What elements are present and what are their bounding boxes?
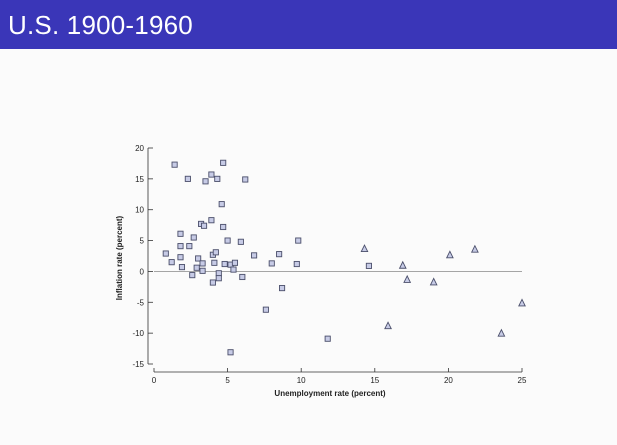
x-tick-label: 25 xyxy=(518,376,527,385)
y-tick-label: 20 xyxy=(135,144,144,153)
data-point-square xyxy=(237,238,244,245)
data-point-square xyxy=(239,273,246,281)
y-tick-label: 0 xyxy=(140,267,145,276)
y-tick-label: 5 xyxy=(140,237,145,246)
data-point-square xyxy=(199,267,206,274)
x-tick-label: 20 xyxy=(444,376,453,385)
data-point-square xyxy=(365,262,372,269)
data-point-square xyxy=(279,285,286,292)
data-point-triangle xyxy=(398,260,407,269)
data-point-square xyxy=(209,279,216,286)
y-tick-label: 15 xyxy=(135,175,144,184)
data-point-triangle xyxy=(429,277,438,286)
data-point-square xyxy=(178,264,186,271)
data-point-square xyxy=(202,178,209,185)
marks-layer xyxy=(162,159,526,356)
data-point-square xyxy=(184,175,191,182)
data-point-square xyxy=(177,254,184,261)
data-point-square xyxy=(171,161,178,168)
data-point-triangle xyxy=(497,328,506,337)
data-point-triangle xyxy=(445,250,454,259)
x-tick-label: 0 xyxy=(152,376,157,385)
data-point-square xyxy=(211,259,218,266)
x-tick-label: 5 xyxy=(225,376,230,385)
data-point-square xyxy=(227,349,234,356)
data-point-triangle xyxy=(384,321,392,330)
data-point-square xyxy=(208,171,215,178)
data-point-square xyxy=(162,250,169,257)
data-point-square xyxy=(293,260,300,268)
data-point-square xyxy=(177,230,184,237)
x-tick-label: 15 xyxy=(370,376,379,385)
data-point-square xyxy=(208,217,215,224)
slide-title: U.S. 1900-1960 xyxy=(8,10,193,40)
data-point-square xyxy=(200,222,208,229)
data-point-square xyxy=(215,270,222,277)
data-point-square xyxy=(190,234,197,241)
data-point-square xyxy=(224,237,231,244)
data-point-square xyxy=(276,251,283,258)
y-tick-label: -5 xyxy=(137,298,145,307)
y-axis-title: Inflation rate (percent) xyxy=(115,215,124,300)
y-tick-label: -10 xyxy=(132,329,144,338)
data-point-square xyxy=(168,259,175,266)
axes-layer: 20 15 10 5 0 -5 -10 -15 0 5 10 15 20 25 xyxy=(132,144,527,385)
data-point-triangle xyxy=(403,274,412,283)
title-bar: U.S. 1900-1960 xyxy=(0,0,617,49)
data-point-square xyxy=(220,223,227,231)
x-axis-title: Unemployment rate (percent) xyxy=(274,389,385,398)
data-point-triangle xyxy=(518,298,526,307)
data-point-square xyxy=(221,260,228,268)
data-point-square xyxy=(324,335,331,342)
data-point-square xyxy=(212,249,219,256)
data-point-square xyxy=(186,243,193,250)
data-point-square xyxy=(242,176,249,183)
data-point-square xyxy=(268,260,275,267)
y-tick-label: -15 xyxy=(132,360,144,369)
data-point-square xyxy=(214,175,221,182)
x-tick-label: 10 xyxy=(297,376,306,385)
data-point-square xyxy=(177,243,184,250)
data-point-square xyxy=(218,201,225,208)
data-point-triangle xyxy=(360,244,369,253)
data-point-square xyxy=(189,272,196,279)
data-point-square xyxy=(251,252,258,259)
data-point-square xyxy=(231,259,239,266)
data-point-square xyxy=(262,306,269,313)
data-point-square xyxy=(295,237,302,244)
data-point-square xyxy=(193,264,200,271)
data-point-triangle xyxy=(470,244,479,253)
data-point-square xyxy=(230,266,237,273)
data-point-square xyxy=(195,255,202,262)
data-point-square xyxy=(199,260,206,267)
data-point-square xyxy=(220,159,227,166)
data-point-square xyxy=(215,275,222,282)
y-tick-label: 10 xyxy=(135,206,144,215)
